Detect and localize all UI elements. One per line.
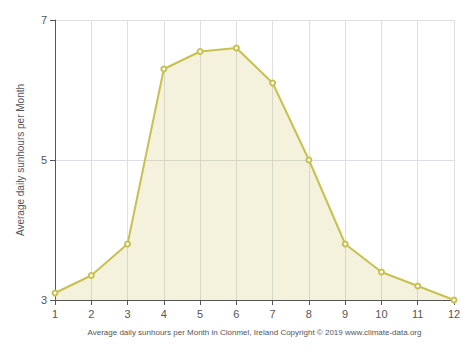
svg-text:3: 3	[124, 308, 130, 320]
svg-text:2: 2	[88, 308, 94, 320]
svg-text:7: 7	[41, 14, 47, 26]
svg-text:9: 9	[342, 308, 348, 320]
svg-text:4: 4	[161, 308, 167, 320]
svg-text:5: 5	[41, 154, 47, 166]
svg-text:Average daily sunhours per Mon: Average daily sunhours per Month in Clon…	[88, 328, 422, 337]
svg-text:10: 10	[375, 308, 387, 320]
svg-text:5: 5	[197, 308, 203, 320]
svg-text:Average daily sunhours per Mon: Average daily sunhours per Month	[15, 84, 26, 236]
svg-text:11: 11	[412, 308, 423, 320]
svg-text:3: 3	[41, 294, 47, 306]
svg-text:12: 12	[448, 308, 460, 320]
svg-text:6: 6	[233, 308, 239, 320]
svg-text:1: 1	[52, 308, 58, 320]
svg-text:8: 8	[306, 308, 312, 320]
svg-text:7: 7	[270, 308, 276, 320]
